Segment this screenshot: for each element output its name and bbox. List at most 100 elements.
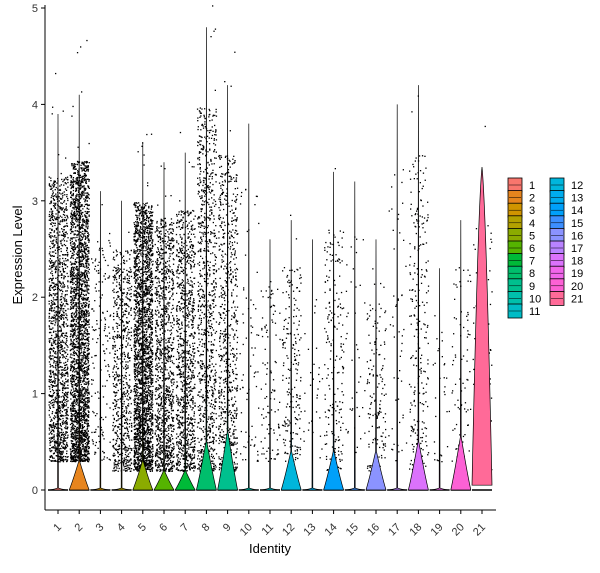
data-point <box>86 446 87 447</box>
data-point <box>77 402 78 403</box>
data-point <box>103 459 104 460</box>
data-point <box>116 372 117 373</box>
data-point <box>118 376 119 377</box>
data-point <box>83 396 84 397</box>
data-point <box>71 116 72 117</box>
data-point <box>60 353 61 354</box>
data-point <box>87 354 88 355</box>
data-point <box>140 239 141 240</box>
data-point <box>82 256 83 257</box>
data-point <box>55 189 56 190</box>
data-point <box>116 392 117 393</box>
x-tick-label: 7 <box>179 521 192 534</box>
data-point <box>63 448 64 449</box>
data-point <box>114 279 115 280</box>
data-point <box>116 292 117 293</box>
data-point <box>74 445 75 446</box>
data-point <box>61 434 62 435</box>
data-point <box>73 438 74 439</box>
data-point <box>102 250 103 251</box>
data-point <box>61 416 62 417</box>
data-point <box>116 251 117 252</box>
data-point <box>83 198 84 199</box>
data-point <box>67 237 68 238</box>
data-point <box>61 318 62 319</box>
data-point <box>49 396 50 397</box>
data-point <box>94 268 95 269</box>
data-point <box>53 293 54 294</box>
data-point <box>122 414 123 415</box>
data-point <box>51 450 52 451</box>
data-point <box>51 455 52 456</box>
data-point <box>63 318 64 319</box>
data-point <box>75 197 76 198</box>
data-point <box>84 400 85 401</box>
data-point <box>127 429 128 430</box>
data-point <box>59 445 60 446</box>
data-point <box>127 361 128 362</box>
data-point <box>77 306 78 307</box>
data-point <box>49 309 50 310</box>
data-point <box>60 285 61 286</box>
data-point <box>88 345 89 346</box>
data-point <box>87 226 88 227</box>
data-point <box>113 415 114 416</box>
data-point <box>115 444 116 445</box>
data-point <box>80 251 81 252</box>
data-point <box>82 228 83 229</box>
data-point <box>73 307 74 308</box>
data-point <box>52 301 53 302</box>
data-point <box>129 468 130 469</box>
data-point <box>80 181 81 182</box>
data-point <box>89 324 90 325</box>
data-point <box>130 465 131 466</box>
data-point <box>65 268 66 269</box>
data-point <box>70 282 71 283</box>
data-point <box>80 266 81 267</box>
data-point <box>52 243 53 244</box>
data-point <box>83 400 84 401</box>
data-point <box>102 204 103 205</box>
data-point <box>53 350 54 351</box>
data-point <box>71 410 72 411</box>
data-point <box>131 431 132 432</box>
data-point <box>72 297 73 298</box>
data-point <box>131 448 132 449</box>
data-point <box>80 397 81 398</box>
data-point <box>51 209 52 210</box>
data-point <box>74 165 75 166</box>
data-point <box>84 229 85 230</box>
data-point <box>86 261 87 262</box>
data-point <box>65 234 66 235</box>
data-point <box>87 313 88 314</box>
data-point <box>53 192 54 193</box>
data-point <box>97 265 98 266</box>
data-point <box>66 203 67 204</box>
data-point <box>76 450 77 451</box>
data-point <box>81 193 82 194</box>
data-point <box>76 430 77 431</box>
data-point <box>80 277 81 278</box>
data-point <box>55 344 56 345</box>
data-point <box>85 306 86 307</box>
data-point <box>70 456 71 457</box>
data-point <box>62 372 63 373</box>
data-point <box>83 164 84 165</box>
data-point <box>59 450 60 451</box>
data-point <box>84 349 85 350</box>
data-point <box>70 339 71 340</box>
data-point <box>84 450 85 451</box>
data-point <box>62 266 63 267</box>
data-point <box>81 294 82 295</box>
data-point <box>70 336 71 337</box>
data-point <box>85 167 86 168</box>
data-point <box>86 264 87 265</box>
data-point <box>116 285 117 286</box>
data-point <box>76 455 77 456</box>
data-point <box>53 366 54 367</box>
data-point <box>85 188 86 189</box>
data-point <box>112 347 113 348</box>
data-point <box>65 435 66 436</box>
y-tick-label: 1 <box>32 389 38 401</box>
data-point <box>72 341 73 342</box>
